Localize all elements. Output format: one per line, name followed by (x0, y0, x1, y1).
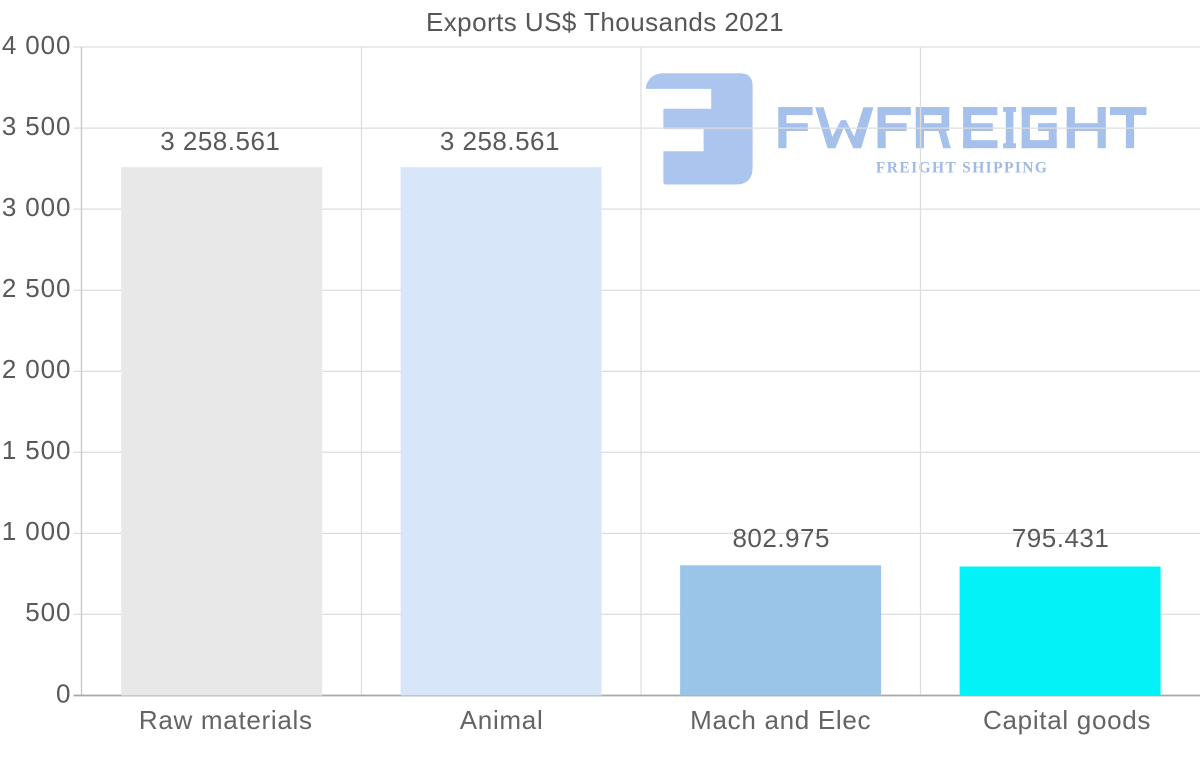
svg-text:802.975: 802.975 (732, 523, 829, 553)
svg-text:2 500: 2 500 (2, 273, 72, 303)
svg-text:3 258.561: 3 258.561 (440, 126, 560, 156)
svg-text:795.431: 795.431 (1012, 523, 1109, 553)
svg-text:4 000: 4 000 (2, 30, 72, 60)
svg-text:3 258.561: 3 258.561 (160, 126, 280, 156)
svg-text:Exports US$ Thousands 2021: Exports US$ Thousands 2021 (426, 7, 784, 37)
svg-text:2 000: 2 000 (2, 354, 72, 384)
svg-text:Animal: Animal (460, 705, 544, 735)
svg-text:3 000: 3 000 (2, 192, 72, 222)
svg-text:1 500: 1 500 (2, 435, 72, 465)
svg-text:FREIGHT SHIPPING: FREIGHT SHIPPING (876, 160, 1048, 177)
svg-text:0: 0 (56, 678, 71, 708)
svg-text:500: 500 (25, 597, 71, 627)
svg-text:1 000: 1 000 (2, 516, 72, 546)
svg-text:Capital goods: Capital goods (983, 705, 1151, 735)
svg-text:3 500: 3 500 (2, 111, 72, 141)
svg-text:Mach and Elec: Mach and Elec (690, 705, 871, 735)
svg-text:Raw materials: Raw materials (139, 705, 313, 735)
